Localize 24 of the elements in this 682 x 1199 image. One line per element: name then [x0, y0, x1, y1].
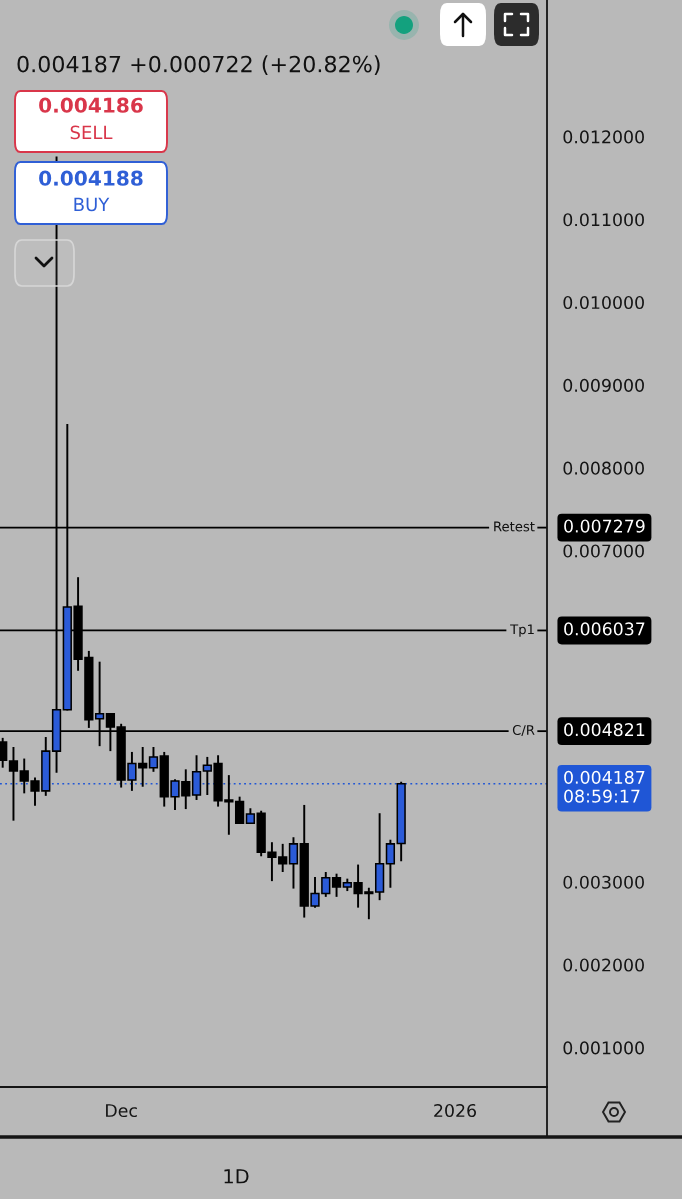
x-tick-label: 2026	[434, 1103, 477, 1118]
annotation: SELL	[70, 125, 113, 140]
text: 0.007279	[564, 519, 645, 533]
y-tick-label: 0.007000	[563, 544, 644, 558]
y-tick-label: 0.010000	[563, 295, 644, 310]
text: 0.004821	[564, 723, 645, 737]
y-tick-label: 0.011000	[563, 213, 644, 227]
y-tick-label: 0.002000	[563, 958, 644, 972]
y-tick-label: 0.008000	[563, 461, 644, 475]
ref-line-label: Retest	[494, 521, 535, 532]
text: 1D	[224, 1169, 249, 1184]
ref-line-label: Tp1	[510, 624, 534, 637]
annotation: 0.004186	[39, 97, 143, 113]
y-tick-label: 0.003000	[563, 875, 644, 889]
text: 0.004187 08:59:17	[564, 770, 645, 803]
ref-line-label: C/R	[512, 725, 535, 737]
text: 0.006037	[564, 622, 645, 636]
annotation: 0.004187 +0.000722 (+20.82%)	[17, 55, 380, 76]
x-tick-label: Dec	[106, 1104, 137, 1118]
annotation: BUY	[74, 197, 110, 212]
y-tick-label: 0.009000	[563, 378, 644, 392]
y-tick-label: 0.012000	[563, 130, 644, 144]
annotation: 0.004188	[39, 170, 143, 186]
y-tick-label: 0.001000	[563, 1041, 644, 1055]
